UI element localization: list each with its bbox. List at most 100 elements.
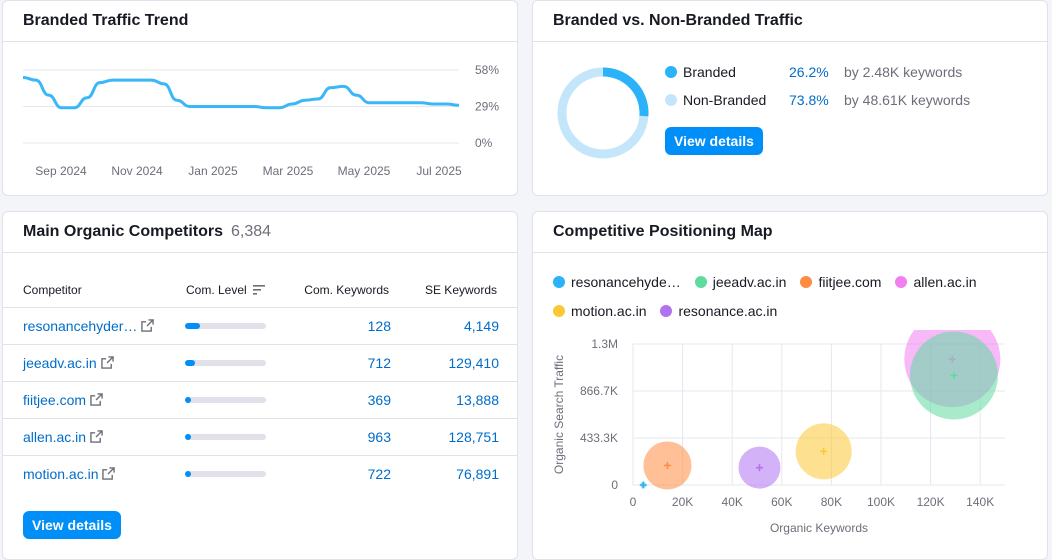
x-tick-label: Sep 2024	[35, 164, 87, 178]
branded-dot	[665, 66, 677, 78]
bubble-center-marker	[639, 481, 647, 489]
x-tick-label: 0	[630, 495, 637, 509]
card-title: Branded Traffic Trend	[23, 12, 189, 29]
legend-dot	[895, 276, 908, 288]
table-row: allen.ac.in 963 128,751	[3, 418, 517, 455]
external-link-icon[interactable]	[141, 319, 155, 332]
card-header: Competitive Positioning Map	[533, 212, 1047, 253]
x-tick-label: Mar 2025	[263, 164, 314, 178]
com-level-fill	[185, 323, 200, 329]
com-keywords-value[interactable]: 128	[367, 318, 391, 334]
view-details-button[interactable]: View details	[665, 127, 763, 155]
x-tick-label: 60K	[771, 495, 792, 509]
nonbranded-pct: 73.8%	[789, 92, 829, 108]
y-tick-label: 433.3K	[580, 431, 618, 445]
branded-label: Branded	[683, 64, 736, 80]
legend-item[interactable]: resonance.ac.in	[660, 303, 777, 319]
competitor-name[interactable]: fiitjee.com	[23, 392, 87, 408]
legend-label: motion.ac.in	[571, 303, 647, 319]
bubble-center-marker	[755, 464, 763, 472]
positioning-chart[interactable]: 1.3M 866.7K 433.3K 00 20K 40K 60K 80K 100K 120K 14…	[533, 330, 1048, 560]
com-level-fill	[185, 360, 195, 366]
card-title: Branded vs. Non-Branded Traffic	[553, 12, 803, 29]
com-level-bar	[185, 471, 266, 477]
y-tick-label: 1.3M	[591, 337, 618, 351]
branded-traffic-trend-card: Branded Traffic Trend 58% 29% 0% Sep 2024 No…	[2, 0, 518, 196]
com-keywords-value[interactable]: 369	[367, 392, 391, 408]
table-row: fiitjee.com 369 13,888	[3, 381, 517, 418]
com-level-bar	[185, 360, 266, 366]
com-keywords-value[interactable]: 712	[367, 355, 391, 371]
legend-item[interactable]: jeeadv.ac.in	[694, 274, 786, 290]
competitor-name[interactable]: jeeadv.ac.in	[23, 355, 97, 371]
card-header: Main Organic Competitors 6,384	[3, 212, 517, 253]
header-com-level[interactable]: Com. Level	[186, 283, 265, 297]
legend-item[interactable]: allen.ac.in	[895, 274, 977, 290]
branded-keywords: by 2.48K keywords	[844, 64, 963, 80]
legend-dot	[553, 276, 565, 288]
competitor-link[interactable]: motion.ac.in	[23, 466, 116, 482]
trend-series-line[interactable]	[22, 76, 460, 110]
competitor-link[interactable]: fiitjee.com	[23, 392, 103, 408]
y-tick-label: 0	[611, 478, 618, 492]
legend-item[interactable]: motion.ac.in	[553, 303, 646, 319]
external-link-icon[interactable]	[90, 393, 103, 406]
legend-item[interactable]: resonancehyde…	[553, 274, 681, 290]
legend-label: allen.ac.in	[913, 274, 977, 290]
legend-dot	[800, 276, 813, 288]
competitor-name[interactable]: resonancehyder…	[23, 318, 138, 334]
x-tick-label: Nov 2024	[111, 164, 163, 178]
legend-label: fiitjee.com	[818, 274, 882, 290]
view-details-button[interactable]: View details	[23, 511, 121, 539]
legend-item[interactable]: fiitjee.com	[800, 274, 881, 290]
trend-chart[interactable]: 58% 29% 0% Sep 2024 Nov 2024 Jan 2025 Mar 2025…	[3, 43, 518, 193]
external-link-icon[interactable]	[90, 430, 103, 443]
external-link-icon[interactable]	[102, 467, 116, 480]
se-keywords-value[interactable]: 13,888	[456, 392, 499, 408]
x-tick-label: 80K	[821, 495, 842, 509]
com-level-fill	[185, 397, 192, 403]
competitor-name[interactable]: motion.ac.in	[23, 466, 99, 482]
com-level-bar	[185, 397, 266, 403]
x-tick-label: 100K	[867, 495, 895, 509]
y-tick-label: 58%	[475, 63, 499, 77]
legend-label: resonancehyde…	[571, 274, 681, 290]
external-link-icon[interactable]	[100, 356, 114, 369]
com-keywords-value[interactable]: 722	[367, 466, 391, 482]
y-tick-label: 29%	[475, 100, 499, 114]
com-level-bar	[185, 323, 266, 329]
competitor-link[interactable]: jeeadv.ac.in	[23, 355, 114, 371]
card-header: Branded Traffic Trend	[3, 1, 517, 42]
header-se-keywords: SE Keywords	[424, 283, 497, 297]
branded-donut[interactable]	[553, 63, 653, 163]
competitor-link[interactable]: resonancehyder…	[23, 318, 155, 334]
header-competitor: Competitor	[23, 283, 82, 297]
table-row: resonancehyder… 128 4,149	[3, 307, 517, 344]
x-tick-label: 20K	[672, 495, 693, 509]
donut-slice-branded[interactable]	[602, 67, 649, 117]
bubble-center-marker	[950, 371, 958, 379]
table-row: motion.ac.in 722 76,891	[3, 455, 517, 492]
x-axis-title: Organic Keywords	[770, 521, 868, 535]
se-keywords-value[interactable]: 76,891	[456, 466, 499, 482]
header-com-level-label: Com. Level	[186, 283, 247, 297]
com-keywords-value[interactable]: 963	[367, 429, 391, 445]
branded-pct: 26.2%	[789, 64, 829, 80]
x-tick-label: 140K	[966, 495, 994, 509]
x-tick-label: May 2025	[338, 164, 391, 178]
x-tick-label: Jul 2025	[416, 164, 462, 178]
card-title: Main Organic Competitors	[23, 223, 224, 240]
nonbranded-label: Non-Branded	[683, 92, 767, 108]
se-keywords-value[interactable]: 128,751	[448, 429, 499, 445]
competitor-link[interactable]: allen.ac.in	[23, 429, 103, 445]
card-title: Competitive Positioning Map	[553, 223, 773, 240]
competitor-name[interactable]: allen.ac.in	[23, 429, 87, 445]
se-keywords-value[interactable]: 129,410	[448, 355, 499, 371]
se-keywords-value[interactable]: 4,149	[463, 318, 499, 334]
sort-icon	[252, 285, 265, 295]
com-level-fill	[185, 434, 192, 440]
y-tick-label: 0%	[475, 136, 493, 150]
bubble-center-marker	[663, 461, 671, 469]
y-tick-label: 866.7K	[580, 384, 618, 398]
legend-dot	[660, 305, 673, 317]
